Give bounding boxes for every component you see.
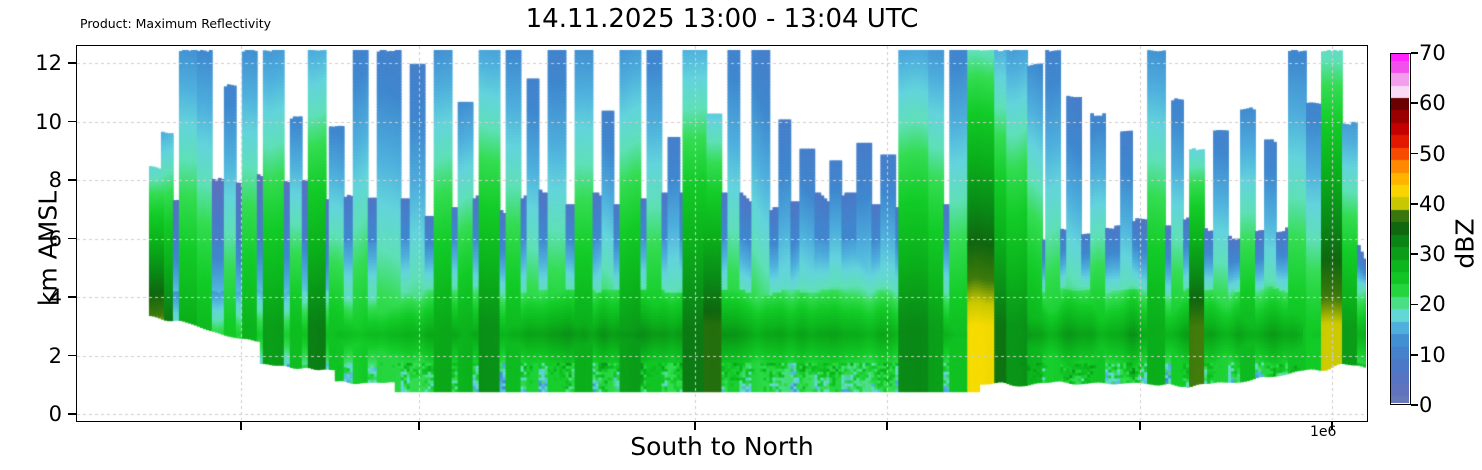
x-tick-mark	[418, 422, 420, 430]
colorbar[interactable]	[1390, 53, 1411, 405]
colorbar-tick-label: 30	[1419, 242, 1446, 267]
x-axis-offset-label: 1e6	[1310, 424, 1337, 440]
colorbar-tick-mark	[1411, 404, 1418, 406]
x-axis-label: South to North	[630, 432, 814, 461]
colorbar-tick-label: 20	[1419, 292, 1446, 317]
x-tick-mark	[1139, 422, 1141, 430]
colorbar-label: dBZ	[1450, 218, 1480, 269]
colorbar-tick-label: 0	[1419, 393, 1433, 417]
x-tick-mark	[240, 422, 242, 430]
y-tick-label: 12	[35, 51, 62, 76]
chart-title: 14.11.2025 13:00 - 13:04 UTC	[525, 4, 919, 34]
plot-area[interactable]	[76, 45, 1368, 422]
y-tick-label: 2	[48, 343, 62, 368]
colorbar-gradient	[1391, 54, 1409, 403]
x-tick-mark	[1331, 422, 1333, 430]
colorbar-tick-label: 60	[1419, 91, 1446, 116]
y-tick-mark	[68, 413, 76, 415]
y-tick-label: 0	[48, 402, 62, 426]
y-tick-mark	[68, 296, 76, 298]
colorbar-tick-mark	[1411, 253, 1418, 255]
y-tick-mark	[68, 354, 76, 357]
colorbar-tick-label: 10	[1419, 342, 1446, 367]
colorbar-tick-label: 40	[1419, 191, 1446, 216]
colorbar-tick-mark	[1411, 102, 1418, 105]
y-tick-mark	[68, 179, 76, 181]
x-tick-mark	[886, 422, 888, 430]
reflectivity-heatmap	[77, 46, 1366, 420]
colorbar-tick-mark	[1411, 152, 1418, 155]
x-tick-mark	[694, 422, 696, 430]
y-tick-label: 4	[48, 285, 62, 310]
y-tick-label: 6	[48, 226, 62, 251]
colorbar-tick-mark	[1411, 203, 1418, 205]
colorbar-tick-mark	[1411, 303, 1418, 306]
product-label: Product: Maximum Reflectivity	[80, 16, 272, 31]
colorbar-tick-mark	[1411, 353, 1418, 356]
colorbar-tick-mark	[1411, 52, 1418, 54]
y-tick-mark	[68, 120, 76, 123]
colorbar-tick-label: 70	[1419, 41, 1446, 65]
colorbar-tick-label: 50	[1419, 141, 1446, 166]
y-tick-mark	[68, 62, 76, 64]
y-tick-label: 10	[35, 109, 62, 134]
y-tick-mark	[68, 237, 76, 240]
y-tick-label: 8	[48, 168, 62, 193]
